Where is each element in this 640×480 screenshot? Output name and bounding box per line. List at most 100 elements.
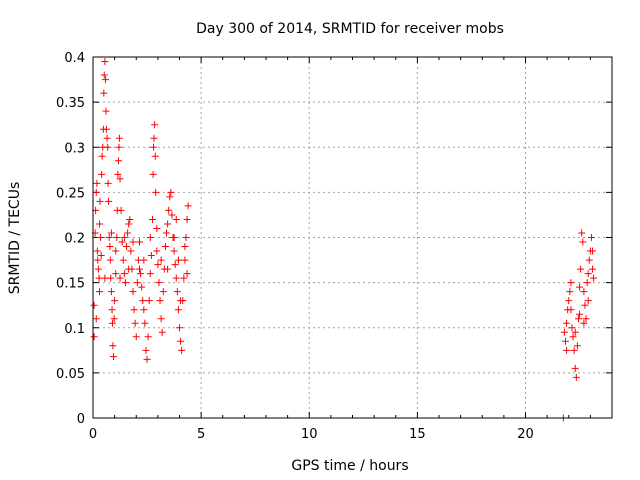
- data-point: [138, 283, 146, 291]
- x-tick-label: 10: [301, 427, 318, 442]
- data-point: [183, 270, 191, 278]
- data-point: [571, 328, 579, 336]
- data-point: [170, 247, 178, 255]
- data-point: [173, 288, 181, 296]
- data-point: [118, 238, 126, 246]
- data-point: [172, 215, 180, 223]
- data-point: [95, 288, 103, 296]
- data-point: [108, 319, 116, 327]
- data-point: [97, 252, 105, 260]
- data-point: [106, 256, 114, 264]
- data-point: [92, 188, 100, 196]
- data-point: [571, 364, 579, 372]
- data-point: [156, 297, 164, 305]
- data-point: [568, 324, 576, 332]
- data-point: [90, 301, 98, 309]
- data-point: [165, 206, 173, 214]
- data-point: [94, 256, 102, 264]
- data-point: [168, 211, 176, 219]
- data-point: [153, 224, 161, 232]
- data-point: [141, 319, 149, 327]
- data-point: [135, 238, 143, 246]
- data-point: [158, 328, 166, 336]
- data-point: [121, 279, 129, 287]
- data-point: [115, 134, 123, 142]
- data-point: [567, 279, 575, 287]
- data-point: [94, 265, 102, 273]
- data-point: [113, 234, 121, 241]
- data-point: [137, 270, 145, 278]
- y-tick-label: 0.3: [64, 141, 85, 156]
- data-point: [129, 288, 137, 296]
- data-point: [585, 256, 593, 264]
- data-point: [151, 121, 159, 129]
- data-point: [582, 315, 590, 323]
- data-point: [125, 220, 133, 228]
- data-point: [132, 333, 140, 341]
- data-point: [587, 234, 595, 241]
- data-point: [580, 288, 588, 296]
- x-tick-label: 0: [89, 427, 97, 442]
- data-point: [563, 346, 571, 354]
- y-tick-label: 0.15: [56, 277, 85, 292]
- data-point: [105, 234, 113, 241]
- data-point: [567, 306, 575, 314]
- data-point: [108, 306, 116, 314]
- data-point: [96, 197, 104, 205]
- data-point: [97, 234, 105, 241]
- data-point: [103, 134, 111, 142]
- data-point: [153, 247, 161, 255]
- data-point: [110, 315, 118, 323]
- data-point: [146, 270, 154, 278]
- data-point: [164, 220, 172, 228]
- data-point: [157, 315, 165, 323]
- data-point: [116, 175, 124, 183]
- data-point: [107, 274, 115, 282]
- data-point: [120, 270, 128, 278]
- data-point: [589, 265, 597, 273]
- data-point: [151, 152, 159, 160]
- data-point: [119, 256, 127, 264]
- data-point: [144, 333, 152, 341]
- data-point: [177, 297, 185, 305]
- data-point: [117, 206, 125, 214]
- data-point: [124, 229, 132, 237]
- data-point: [93, 179, 101, 187]
- data-point: [182, 234, 190, 241]
- data-point: [102, 125, 110, 133]
- data-point: [174, 256, 182, 264]
- data-point: [129, 238, 137, 246]
- data-point: [577, 265, 585, 273]
- data-point: [152, 188, 160, 196]
- data-point: [104, 143, 112, 151]
- data-point: [101, 274, 109, 282]
- data-point: [143, 355, 151, 363]
- data-point: [579, 238, 587, 246]
- x-tick-label: 5: [197, 427, 205, 442]
- data-point: [95, 220, 103, 228]
- data-point: [176, 324, 183, 332]
- data-point: [112, 270, 120, 278]
- data-point: [135, 265, 143, 273]
- data-point: [578, 229, 586, 237]
- data-point: [148, 215, 156, 223]
- data-point: [104, 179, 112, 187]
- plot-frame: [92, 56, 613, 419]
- data-point: [161, 243, 169, 251]
- data-point: [127, 247, 135, 255]
- data-point: [149, 170, 157, 178]
- data-point: [93, 247, 101, 255]
- data-point: [154, 261, 162, 269]
- data-point: [146, 234, 154, 241]
- axis-ticks: 0 5 10 15 20 0 0.05 0.1 0.15 0.2 0.25 0.3 0.35 0.4: [56, 51, 612, 442]
- data-point: [145, 297, 153, 305]
- data-point: [116, 274, 124, 282]
- y-tick-label: 0.4: [64, 51, 85, 66]
- data-point: [583, 279, 591, 287]
- x-tick-label: 20: [517, 427, 534, 442]
- x-axis-label: GPS time / hours: [291, 458, 408, 474]
- data-point: [140, 256, 148, 264]
- data-point: [115, 143, 123, 151]
- data-point: [581, 301, 589, 309]
- data-point: [101, 58, 109, 66]
